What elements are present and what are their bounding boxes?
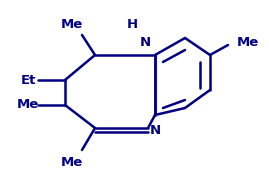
Text: N: N bbox=[150, 123, 161, 136]
Text: Me: Me bbox=[61, 156, 83, 169]
Text: N: N bbox=[140, 36, 151, 49]
Text: Me: Me bbox=[17, 98, 39, 112]
Text: Me: Me bbox=[237, 36, 259, 49]
Text: Et: Et bbox=[20, 74, 36, 87]
Text: H: H bbox=[127, 19, 138, 32]
Text: Me: Me bbox=[61, 19, 83, 32]
